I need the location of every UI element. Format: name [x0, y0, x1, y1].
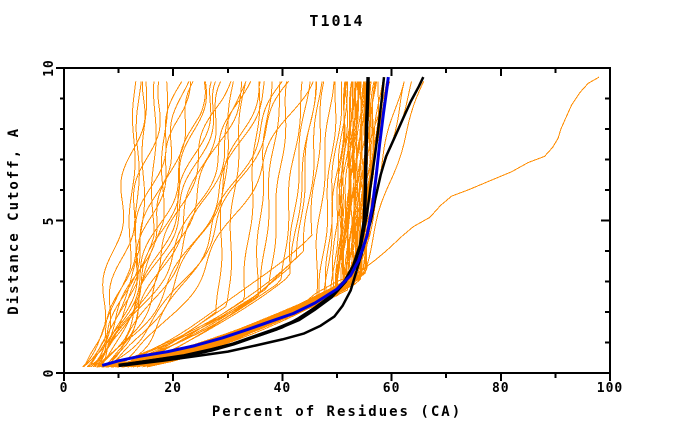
x-tick-label: 40: [273, 381, 292, 396]
series-model-blue: [101, 76, 390, 367]
y-tick-label: 10: [42, 59, 57, 77]
ensemble-curve: [102, 81, 289, 368]
ensemble-curve: [98, 81, 169, 368]
ensemble-curve: [121, 81, 323, 368]
ensemble-curve: [107, 81, 261, 368]
ensemble-curve: [117, 81, 234, 368]
x-tick-label: 20: [164, 381, 183, 396]
ensemble-curve: [127, 81, 311, 368]
ensemble-curve: [82, 81, 137, 368]
x-tick-label: 60: [382, 381, 401, 396]
ensemble-curve: [136, 81, 359, 368]
ensemble-curve: [142, 81, 357, 368]
ensemble-curve: [127, 81, 425, 368]
x-axis-label: Percent of Residues (CA): [211, 404, 463, 420]
ensemble-curve: [114, 81, 314, 368]
ensemble-curve: [105, 81, 325, 368]
chart-title: T1014: [309, 12, 365, 30]
y-tick-label: 0: [42, 368, 57, 378]
ensemble-curve: [93, 81, 265, 368]
ensemble-curve: [97, 81, 216, 368]
ensemble-curve: [102, 81, 273, 368]
y-tick-label: 5: [42, 216, 57, 225]
ensemble-curve: [92, 81, 157, 368]
ensemble-curve: [83, 81, 142, 368]
ensemble-curve: [94, 81, 190, 368]
ensemble-curve: [96, 81, 242, 368]
ensemble-curve: [93, 81, 206, 368]
x-tick-label: 80: [491, 381, 510, 396]
series-model-1-black: [118, 77, 370, 368]
ensemble-curve: [104, 81, 212, 368]
ensemble-curve: [133, 81, 318, 368]
series-model-2-black: [123, 76, 425, 367]
x-tick-label: 100: [596, 381, 624, 396]
ensemble-curve: [83, 81, 146, 368]
ensemble-curve: [97, 81, 287, 368]
ensemble-curve: [90, 81, 232, 368]
x-tick-label: 0: [59, 381, 69, 396]
ensemble-curve: [120, 81, 283, 368]
ensemble-curve: [100, 81, 261, 368]
ensemble-curve: [87, 81, 252, 368]
